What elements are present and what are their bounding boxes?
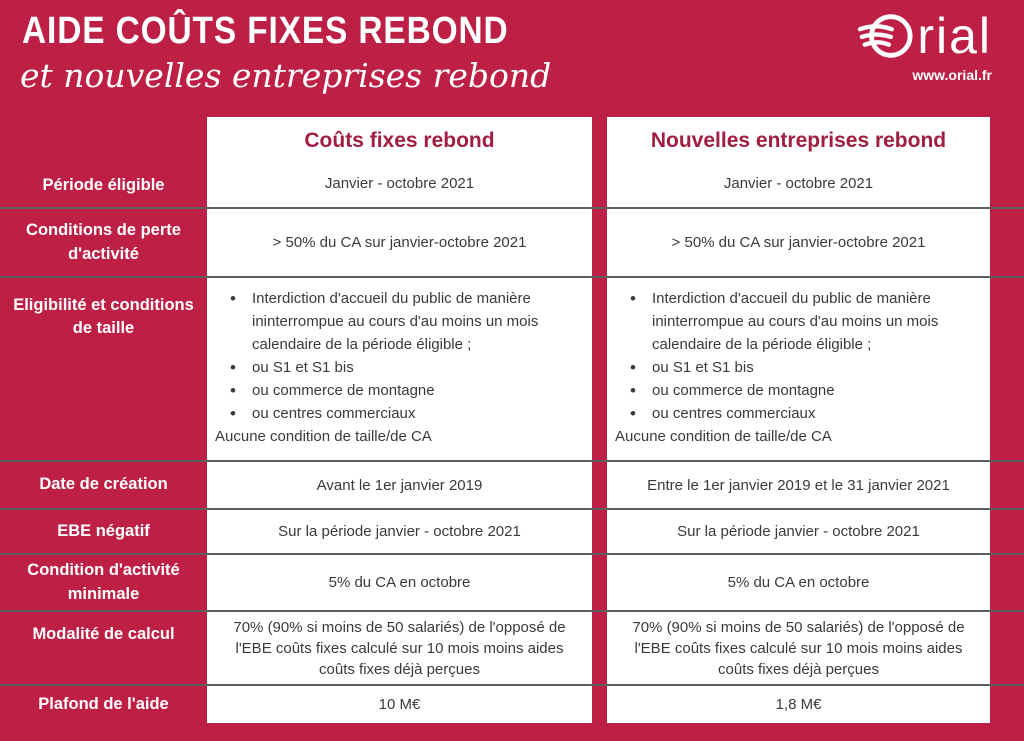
right-margin xyxy=(990,278,1024,460)
right-margin xyxy=(990,555,1024,610)
orial-logo: rial xyxy=(857,8,992,64)
cell-eligibilite-right: Interdiction d'accueil du public de mani… xyxy=(607,278,990,460)
right-margin xyxy=(990,117,1024,207)
eligibilite-footer: Aucune condition de taille/de CA xyxy=(215,428,432,445)
cell-plafond-left: 10 M€ xyxy=(207,686,592,723)
table-row-perte-activite: Conditions de perte d'activité > 50% du … xyxy=(0,207,1024,276)
cell-ebe-left: Sur la période janvier - octobre 2021 xyxy=(207,510,592,553)
row-label-periode-eligible: Période éligible xyxy=(42,175,165,194)
bullet-item: ou centres commerciaux xyxy=(613,402,980,425)
table-row-periode-eligible: Période éligible Coûts fixes rebond Janv… xyxy=(0,117,1024,207)
bullet-item: ou S1 et S1 bis xyxy=(213,356,582,379)
page-title: AIDE COÛTS FIXES REBOND xyxy=(22,10,509,52)
cell-creation-right: Entre le 1er janvier 2019 et le 31 janvi… xyxy=(607,462,990,508)
bullet-item: ou S1 et S1 bis xyxy=(613,356,980,379)
cell-eligibilite-left: Interdiction d'accueil du public de mani… xyxy=(207,278,592,460)
page-subtitle: et nouvelles entreprises rebond xyxy=(20,56,552,95)
column-gap xyxy=(592,686,607,723)
column-gap xyxy=(592,209,607,276)
orial-logo-text: rial xyxy=(917,8,992,64)
table-row-activite-minimale: Condition d'activité minimale 5% du CA e… xyxy=(0,553,1024,610)
bullet-list: Interdiction d'accueil du public de mani… xyxy=(213,287,582,425)
column-gap xyxy=(592,510,607,553)
row-label-perte-activite: Conditions de perte d'activité xyxy=(26,221,181,263)
cell-calcul-left: 70% (90% si moins de 50 salariés) de l'o… xyxy=(207,612,592,684)
bullet-item: Interdiction d'accueil du public de mani… xyxy=(213,287,582,356)
right-margin xyxy=(990,686,1024,723)
table-row-ebe-negatif: EBE négatif Sur la période janvier - oct… xyxy=(0,508,1024,553)
orial-logo-o-icon xyxy=(857,8,915,64)
right-margin xyxy=(990,510,1024,553)
right-margin xyxy=(990,612,1024,684)
cell-activite-minimale-right: 5% du CA en octobre xyxy=(607,555,990,610)
table-row-eligibilite: Eligibilité et conditions de taille Inte… xyxy=(0,276,1024,460)
orial-brand: rial www.orial.fr xyxy=(857,8,992,83)
cell-periode-right: Janvier - octobre 2021 xyxy=(723,175,874,192)
column-gap xyxy=(592,117,607,207)
column-gap xyxy=(592,462,607,508)
table-row-date-creation: Date de création Avant le 1er janvier 20… xyxy=(0,460,1024,508)
bullet-item: ou commerce de montagne xyxy=(613,379,980,402)
row-label-ebe-negatif: EBE négatif xyxy=(57,521,150,540)
cell-activite-minimale-left: 5% du CA en octobre xyxy=(207,555,592,610)
bullet-item: ou centres commerciaux xyxy=(213,402,582,425)
bullet-list: Interdiction d'accueil du public de mani… xyxy=(613,287,980,425)
cell-calcul-right: 70% (90% si moins de 50 salariés) de l'o… xyxy=(607,612,990,684)
cell-ebe-right: Sur la période janvier - octobre 2021 xyxy=(607,510,990,553)
cell-perte-left: > 50% du CA sur janvier-octobre 2021 xyxy=(207,209,592,276)
row-label-plafond-aide: Plafond de l'aide xyxy=(38,694,169,713)
cell-perte-right: > 50% du CA sur janvier-octobre 2021 xyxy=(607,209,990,276)
row-label-activite-minimale: Condition d'activité minimale xyxy=(27,561,180,603)
cell-creation-left: Avant le 1er janvier 2019 xyxy=(207,462,592,508)
comparison-table: Période éligible Coûts fixes rebond Janv… xyxy=(0,117,1024,723)
cell-plafond-right: 1,8 M€ xyxy=(607,686,990,723)
website-url: www.orial.fr xyxy=(912,67,992,83)
table-row-plafond-aide: Plafond de l'aide 10 M€ 1,8 M€ xyxy=(0,684,1024,723)
table-row-modalite-calcul: Modalité de calcul 70% (90% si moins de … xyxy=(0,610,1024,684)
cell-header-nouvelles-entreprises: Nouvelles entreprises rebond Janvier - o… xyxy=(607,117,990,207)
bullet-item: ou commerce de montagne xyxy=(213,379,582,402)
column-gap xyxy=(592,278,607,460)
cell-header-couts-fixes: Coûts fixes rebond Janvier - octobre 202… xyxy=(207,117,592,207)
column-gap xyxy=(592,612,607,684)
bullet-item: Interdiction d'accueil du public de mani… xyxy=(613,287,980,356)
row-label-eligibilite: Eligibilité et conditions de taille xyxy=(13,296,194,338)
eligibilite-footer: Aucune condition de taille/de CA xyxy=(615,428,832,445)
row-label-modalite-calcul: Modalité de calcul xyxy=(32,625,175,643)
right-margin xyxy=(990,209,1024,276)
column-header-nouvelles-entreprises: Nouvelles entreprises rebond xyxy=(650,129,947,152)
right-margin xyxy=(990,462,1024,508)
column-header-couts-fixes: Coûts fixes rebond xyxy=(304,129,495,152)
column-gap xyxy=(592,555,607,610)
cell-periode-left: Janvier - octobre 2021 xyxy=(324,175,475,192)
row-label-date-creation: Date de création xyxy=(39,475,168,494)
